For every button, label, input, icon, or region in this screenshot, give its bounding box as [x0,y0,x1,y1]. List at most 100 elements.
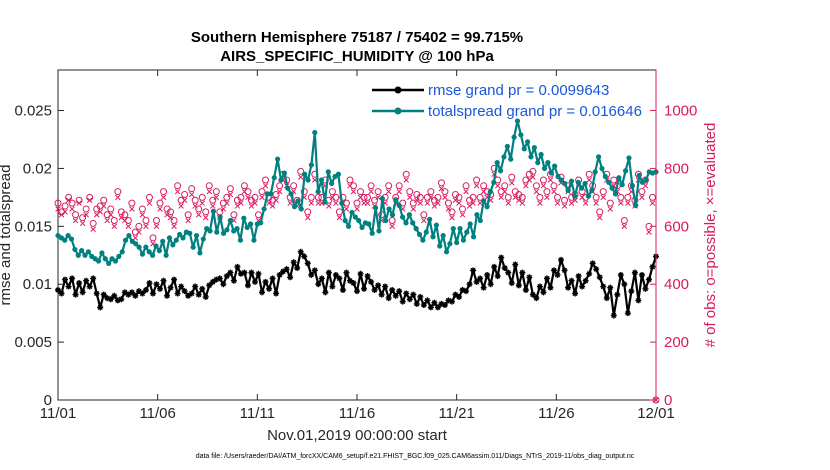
y-tick-label: 0.01 [23,276,52,293]
totalspread-point [460,237,467,243]
totalspread-point [616,175,622,181]
totalspread-point [318,177,325,183]
rmse-point [322,289,329,296]
obs-evaluated-marker [498,194,504,201]
rmse-point [498,254,505,261]
rmse-point [188,290,195,297]
obs-evaluated-marker [505,200,512,206]
obs-possible-marker [188,185,196,193]
rmse-point [283,266,290,273]
obs-evaluated-marker [639,194,645,201]
rmse-point [114,297,121,304]
rmse-point [505,269,512,276]
obs-possible-marker [198,193,206,201]
totalspread-point [562,180,568,187]
obs-evaluated-marker [76,200,82,206]
rmse-point [582,277,589,284]
obs-evaluated-marker [146,200,153,206]
rmse-point [631,269,638,276]
totalspread-point [166,235,173,241]
obs-possible-marker [223,193,231,201]
obs-evaluated-marker [463,188,469,195]
totalspread-point [548,170,554,176]
obs-evaluated-marker [385,188,392,195]
rmse-point [417,293,424,300]
y2-tick-label: 1000 [664,103,697,120]
obs-evaluated-marker [459,211,466,218]
rmse-point [329,283,336,290]
rmse-point [220,281,227,288]
rmse-point [466,281,473,288]
totalspread-point [403,220,409,226]
x-tick-label: 12/01 [637,405,675,422]
rmse-point [174,290,181,297]
totalspread-point [430,234,436,240]
rmse-point [72,291,79,298]
totalspread-point [275,156,281,162]
y-axis-label: rmse and totalspread [0,165,14,306]
totalspread-point [136,244,142,250]
obs-possible-marker [476,193,484,201]
obs-possible-marker [339,193,347,201]
totalspread-point [592,169,598,175]
rmse-point [354,288,360,295]
legend-spread-marker [394,107,402,115]
obs-possible-marker [508,173,516,181]
totalspread-point [126,232,132,239]
rmse-point [519,269,526,276]
rmse-point [266,285,273,292]
obs-possible-marker [441,188,449,196]
rmse-point [452,291,459,298]
obs-evaluated-marker [354,206,360,212]
obs-evaluated-marker [646,229,652,235]
obs-evaluated-marker [269,203,276,209]
totalspread-point [349,209,355,216]
obs-possible-marker [610,176,618,184]
totalspread-point [589,187,595,194]
totalspread-point [440,232,446,239]
obs-possible-marker [156,199,164,207]
obs-evaluated-marker [607,206,614,212]
obs-evaluated-marker [494,183,501,189]
rmse-point [624,310,631,317]
obs-possible-marker [174,182,182,190]
x-tick-label: 11/21 [438,405,474,422]
obs-evaluated-marker [104,217,111,224]
obs-possible-marker [68,199,76,207]
rmse-point [554,271,561,278]
obs-possible-marker [258,188,266,196]
rmse-point [97,304,104,311]
obs-evaluated-marker [178,203,184,209]
obs-evaluated-marker [287,200,293,206]
rmse-point [477,275,484,282]
rmse-point [118,296,125,303]
obs-possible-marker [448,208,456,216]
obs-possible-marker [371,196,379,204]
rmse-point [610,312,617,319]
rmse-point [463,288,470,295]
rmse-point [132,292,139,299]
rmse-point [149,290,156,297]
rmse-point [508,280,515,287]
obs-evaluated-marker [252,200,258,206]
obs-evaluated-marker [69,206,75,212]
obs-possible-marker [262,176,270,184]
totalspread-point [508,156,514,162]
y-tick-label: 0.015 [14,218,52,235]
totalspread-point [224,227,230,233]
obs-possible-marker [638,188,646,196]
obs-evaluated-marker [410,206,417,212]
totalspread-point [501,154,507,160]
totalspread-point [119,249,125,255]
rmse-point [294,265,301,271]
totalspread-point [504,143,510,150]
x-tick-label: 11/06 [139,405,175,422]
rmse-point [529,291,536,298]
totalspread-point [406,212,412,218]
obs-possible-marker [402,170,410,178]
totalspread-point [295,198,301,204]
obs-evaluated-marker [224,200,230,206]
obs-possible-marker [518,193,526,201]
obs-evaluated-marker [407,194,413,201]
totalspread-point [622,168,629,174]
